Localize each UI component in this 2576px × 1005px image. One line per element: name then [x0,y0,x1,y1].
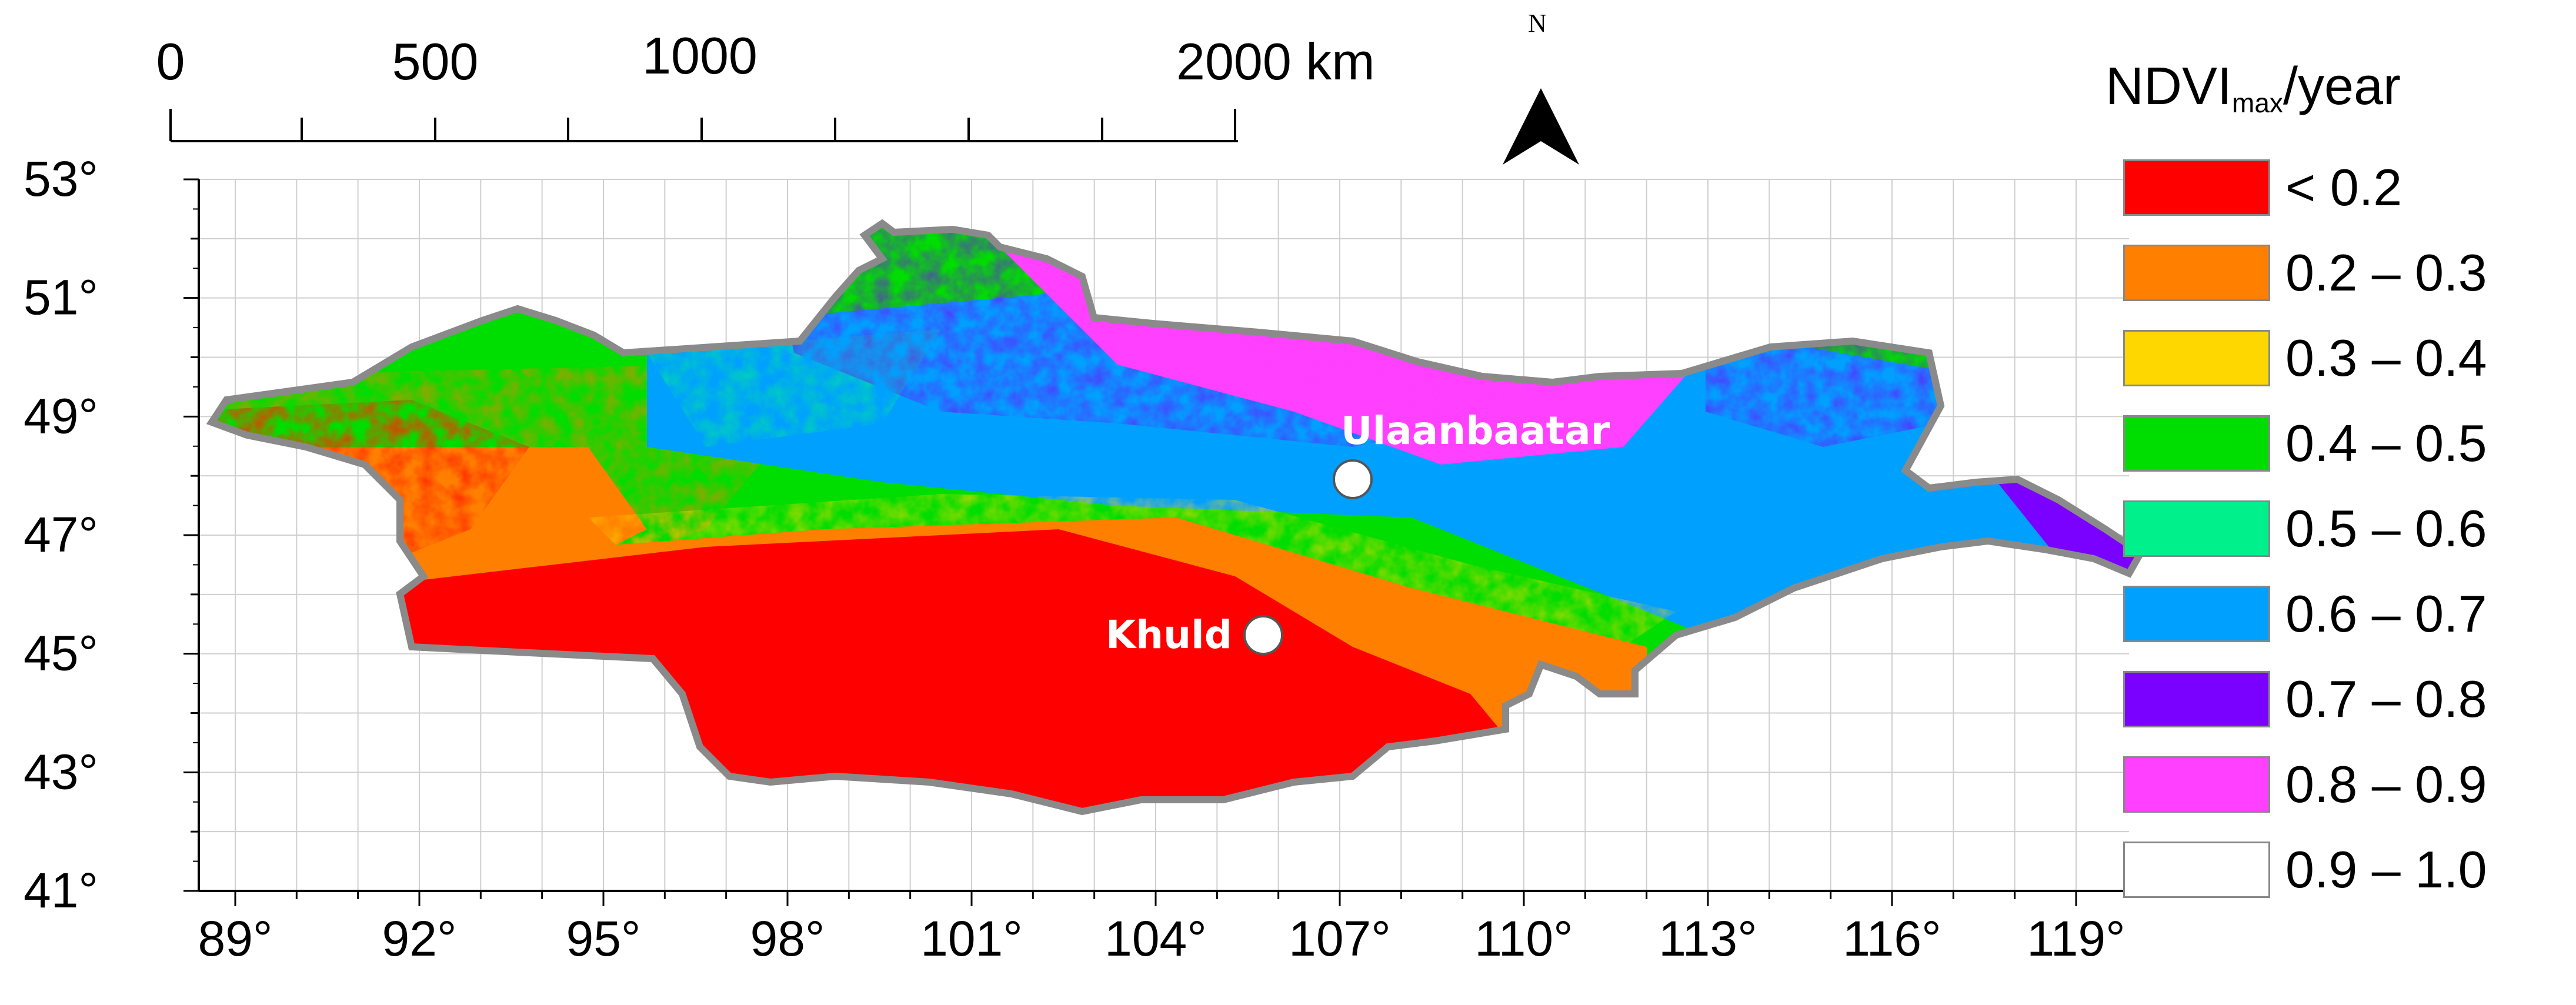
legend-item: 0.9 – 1.0 [2123,835,2487,904]
city-ulaanbaatar: Ulaanbaatar [1333,408,1610,499]
latitude-label: 49° [24,388,98,443]
legend-item: 0.5 – 0.6 [2123,494,2487,563]
legend-item: 0.3 – 0.4 [2123,323,2487,393]
scale-label-1000: 1000 [642,26,758,85]
legend-item: 0.6 – 0.7 [2123,579,2487,649]
north-arrow-icon [1503,88,1579,165]
scale-label-500: 500 [392,32,479,91]
longitude-label: 89° [198,911,272,966]
latitude-label: 45° [24,626,98,681]
legend-label: 0.4 – 0.5 [2285,414,2487,472]
legend-title-suffix: /year [2283,57,2401,116]
longitude-label: 95° [566,911,640,966]
legend-item: < 0.2 [2123,153,2402,222]
legend-label: < 0.2 [2285,158,2403,216]
legend-label: 0.6 – 0.7 [2285,585,2487,643]
scale-label-2000-km: 2000 km [1176,32,1375,91]
longitude-label: 107° [1289,911,1391,966]
longitude-label: 116° [1843,911,1941,966]
city-marker-icon [1243,615,1283,655]
longitude-label: 101° [920,911,1023,966]
legend-item: 0.7 – 0.8 [2123,665,2487,734]
legend-label: 0.5 – 0.6 [2285,499,2487,557]
city-marker-icon [1333,459,1373,499]
latitude-label: 51° [24,270,98,325]
north-letter: N [1528,9,1547,38]
legend-title: NDVImax/year [2105,56,2401,118]
legend-swatch [2123,245,2270,301]
legend-swatch [2123,586,2270,642]
city-khuld: Khuld [1106,612,1283,657]
longitude-label: 113° [1659,911,1757,966]
legend-swatch [2123,415,2270,472]
legend-label: 0.9 – 1.0 [2285,840,2487,899]
legend-label: 0.8 – 0.9 [2285,755,2487,813]
scale-label-0: 0 [156,32,185,91]
legend-swatch [2123,330,2270,386]
legend-swatch [2123,500,2270,557]
legend-label: 0.7 – 0.8 [2285,670,2487,728]
longitude-label: 119° [2027,911,2125,966]
scale-bar: 0 500 1000 2000 km [156,26,1375,142]
legend-item: 0.4 – 0.5 [2123,409,2487,478]
longitude-label: 110° [1474,911,1573,966]
latitude-ticks: 53° 51° 49° 47° 45° 43° 41° [24,151,199,918]
legend-swatch [2123,842,2270,898]
city-label: Khuld [1106,612,1232,657]
longitude-label: 92° [382,911,456,966]
longitude-label: 104° [1105,911,1207,966]
legend-item: 0.2 – 0.3 [2123,238,2487,308]
longitude-ticks: 89° 92° 95° 98° 101° 104° 107° 110° 113° 116° 119° [198,891,2125,966]
latitude-label: 47° [24,507,98,562]
ndvi-raster [212,223,2141,812]
longitude-label: 98° [750,911,825,966]
legend-title-main: NDVI [2105,57,2233,116]
legend-label: 0.3 – 0.4 [2285,329,2487,387]
latitude-label: 53° [24,151,98,206]
legend-swatch [2123,756,2270,813]
latitude-label: 43° [24,744,98,799]
latitude-label: 41° [24,863,98,918]
legend-swatch [2123,671,2270,727]
legend-label: 0.2 – 0.3 [2285,243,2487,302]
legend-title-sub: max [2232,88,2283,118]
legend-swatch [2123,159,2270,216]
legend-item: 0.8 – 0.9 [2123,750,2487,819]
city-label: Ulaanbaatar [1341,408,1610,453]
